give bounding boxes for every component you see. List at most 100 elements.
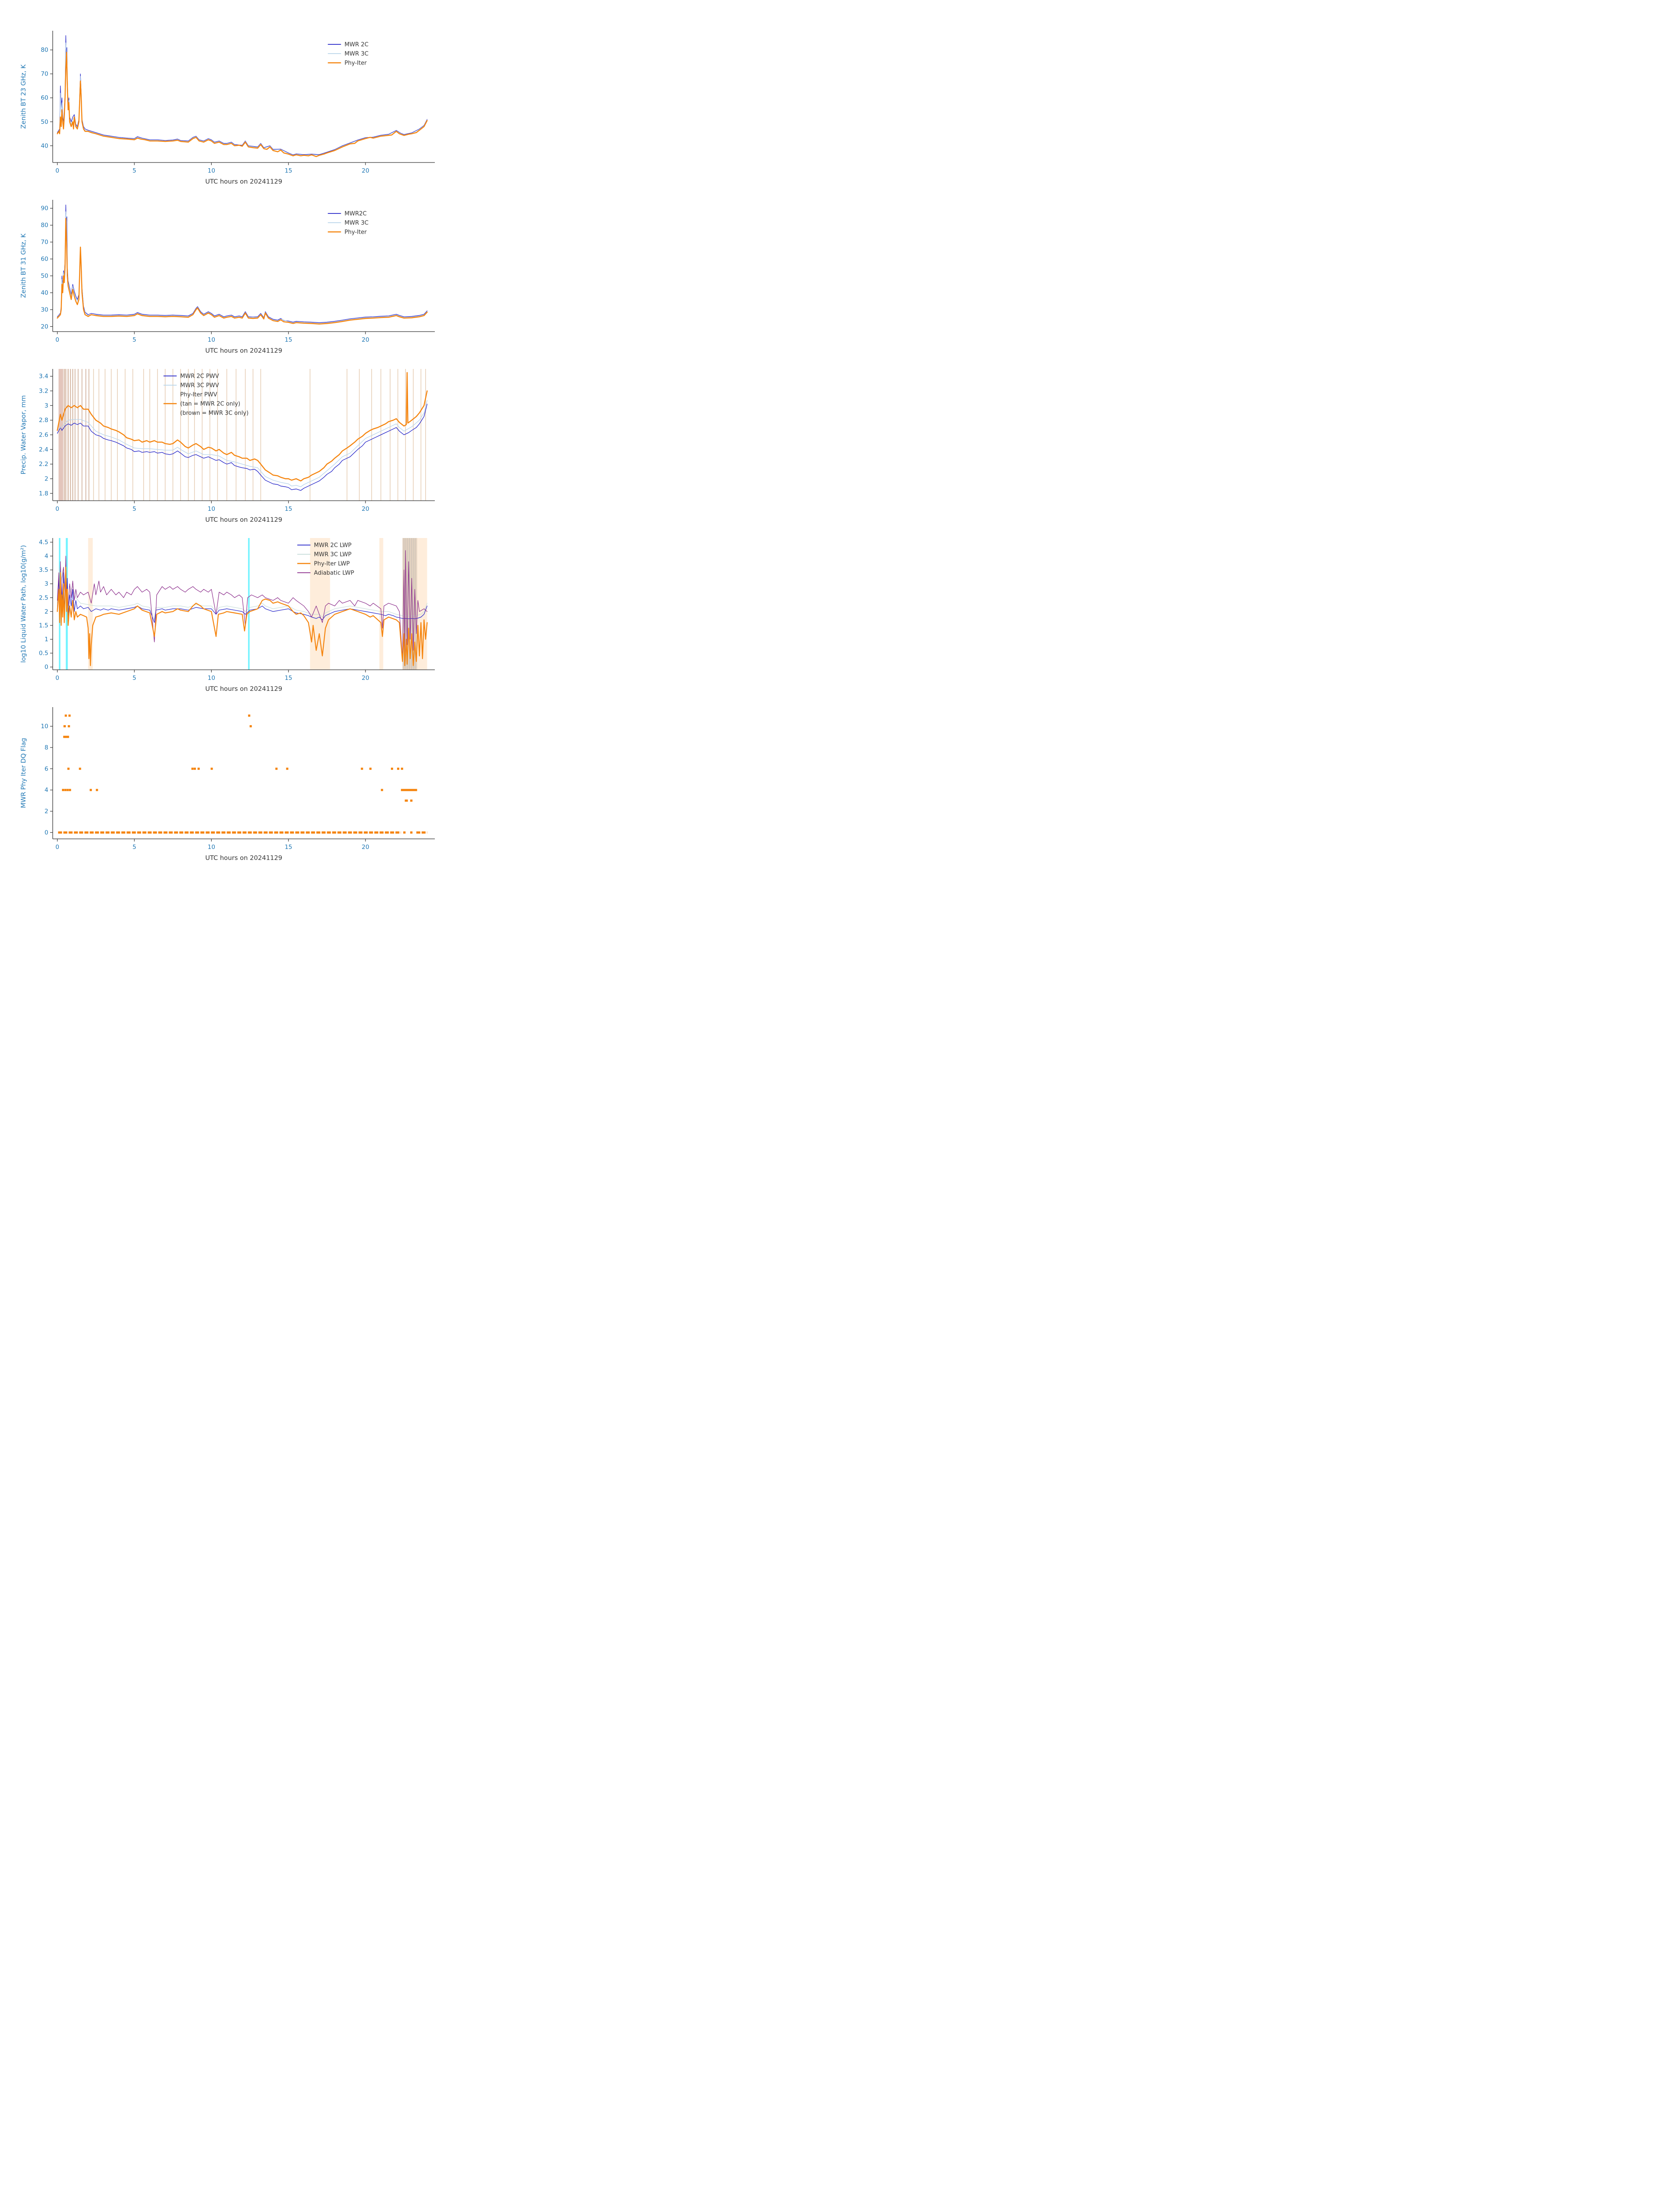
y-tick-label: 3 bbox=[44, 581, 48, 588]
vlines bbox=[64, 369, 426, 501]
band bbox=[248, 538, 250, 670]
axes: 0 5 10 15 20 1.8 2 2.2 2.4 2.6 2.8 3 3.2 3.4 bbox=[39, 369, 435, 513]
x-tick-label: 20 bbox=[362, 506, 369, 513]
y-tick-label: 1 bbox=[44, 636, 48, 643]
bands bbox=[58, 369, 63, 501]
x-tick-label: 5 bbox=[133, 506, 137, 513]
chart-liquid-water-path-svg: 0 5 10 15 20 0 0.5 1 1.5 2 2.5 3 3.5 4 4.5 UTC hours on… bbox=[20, 538, 435, 693]
y-tick-label: 60 bbox=[41, 256, 48, 263]
y-tick-label: 50 bbox=[41, 273, 48, 280]
x-axis-label: UTC hours on 20241129 bbox=[205, 347, 282, 354]
legend-label-brown-mwr-3c-only: (brown = MWR 3C only) bbox=[180, 410, 249, 417]
legend: MWR 2C PWV MWR 3C PWV Phy-Iter PWV (tan = M… bbox=[163, 373, 249, 417]
y-tick-label: 50 bbox=[41, 119, 48, 126]
y-tick-label: 3.5 bbox=[39, 567, 48, 574]
legend-label-mwr-2c-pwv: MWR 2C PWV bbox=[180, 373, 219, 380]
legend-label-mwr-3c: MWR 3C bbox=[344, 220, 369, 227]
x-tick-label: 20 bbox=[362, 675, 369, 682]
y-tick-label: 1.8 bbox=[39, 490, 48, 497]
series-mwr2c bbox=[57, 204, 428, 323]
y-tick-label: 3 bbox=[44, 402, 48, 409]
chart-zenith-bt31: 0 5 10 15 20 20 30 40 50 60 70 80 90 UTC hours on 202… bbox=[0, 189, 560, 358]
x-tick-label: 15 bbox=[285, 167, 292, 174]
y-tick-label: 80 bbox=[41, 222, 48, 229]
band bbox=[379, 538, 383, 670]
y-tick-label: 0.5 bbox=[39, 650, 48, 657]
series-mwr-2c-lwp bbox=[57, 561, 428, 623]
x-axis-label: UTC hours on 20241129 bbox=[205, 516, 282, 524]
x-axis-label: UTC hours on 20241129 bbox=[205, 855, 282, 862]
chart-liquid-water-path: 0 5 10 15 20 0 0.5 1 1.5 2 2.5 3 3.5 4 4.5 UTC hours on… bbox=[0, 527, 560, 696]
legend-label-phy-iter: Phy-Iter bbox=[344, 229, 367, 236]
y-tick-label: 0 bbox=[44, 829, 48, 836]
chart-precip-water-vapor-svg: 0 5 10 15 20 1.8 2 2.2 2.4 2.6 2.8 3 3.2 3.4 UTC hours… bbox=[20, 369, 435, 524]
legend-label-tan-mwr-2c-only: (tan = MWR 2C only) bbox=[180, 401, 240, 408]
x-tick-label: 10 bbox=[208, 844, 215, 851]
y-tick-label: 2 bbox=[44, 476, 48, 483]
x-tick-label: 0 bbox=[55, 675, 59, 682]
y-tick-label: 2 bbox=[44, 808, 48, 815]
x-tick-label: 0 bbox=[55, 506, 59, 513]
chart-zenith-bt31-svg: 0 5 10 15 20 20 30 40 50 60 70 80 90 UTC hours on 202… bbox=[20, 200, 435, 354]
x-tick-label: 10 bbox=[208, 675, 215, 682]
y-tick-label: 60 bbox=[41, 94, 48, 101]
y-tick-label: 40 bbox=[41, 142, 48, 149]
y-tick-label: 4.5 bbox=[39, 539, 48, 546]
chart-zenith-bt23-svg: 0 5 10 15 20 40 50 60 70 80 UTC hours on 20241129 Z… bbox=[20, 31, 435, 185]
legend-label-mwr-3c-pwv: MWR 3C PWV bbox=[180, 383, 219, 389]
x-axis-label: UTC hours on 20241129 bbox=[205, 178, 282, 185]
x-tick-label: 15 bbox=[285, 336, 292, 343]
x-tick-label: 5 bbox=[133, 336, 137, 343]
legend-label-mwr2c: MWR2C bbox=[344, 211, 366, 217]
x-tick-label: 10 bbox=[208, 336, 215, 343]
y-axis-label: log10 Liquid Water Path, log10(g/m²) bbox=[20, 545, 27, 663]
y-axis-label: MWR Phy Iter DQ Flag bbox=[20, 738, 27, 808]
band bbox=[58, 369, 63, 501]
axes: 0 5 10 15 20 20 30 40 50 60 70 80 90 bbox=[41, 200, 435, 343]
axes: 0 5 10 15 20 40 50 60 70 80 bbox=[41, 31, 435, 174]
y-tick-label: 2.2 bbox=[39, 461, 48, 468]
x-tick-label: 15 bbox=[285, 506, 292, 513]
series-mwr-2c-pwv bbox=[57, 404, 428, 491]
y-tick-label: 30 bbox=[41, 307, 48, 314]
chart-dq-flag: 0 5 10 15 20 0 2 4 6 8 10 UTC hours on 20241129 MWR … bbox=[0, 696, 560, 865]
y-tick-label: 3.2 bbox=[39, 388, 48, 395]
series-phy-iter-lwp bbox=[57, 567, 428, 666]
y-tick-label: 4 bbox=[44, 787, 48, 794]
y-tick-label: 2.8 bbox=[39, 417, 48, 424]
y-tick-label: 1.5 bbox=[39, 622, 48, 629]
band bbox=[88, 538, 93, 670]
y-axis-label: Zenith BT 23 GHz, K bbox=[20, 64, 27, 129]
y-tick-label: 20 bbox=[41, 323, 48, 330]
x-tick-label: 0 bbox=[55, 167, 59, 174]
legend-label-phy-iter: Phy-Iter bbox=[344, 60, 367, 67]
series-mwr-3c-lwp bbox=[57, 558, 428, 620]
x-tick-label: 5 bbox=[133, 675, 137, 682]
x-tick-label: 10 bbox=[208, 506, 215, 513]
y-tick-label: 6 bbox=[44, 766, 48, 773]
y-tick-label: 3.4 bbox=[39, 373, 48, 380]
legend-label-mwr-2c: MWR 2C bbox=[344, 42, 369, 48]
series-mwr-3c bbox=[57, 42, 428, 156]
y-tick-label: 40 bbox=[41, 289, 48, 296]
legend: MWR 2C LWP MWR 3C LWP Phy-Iter LWP Adiabati… bbox=[297, 542, 354, 577]
y-tick-label: 2.5 bbox=[39, 594, 48, 601]
y-tick-label: 4 bbox=[44, 553, 48, 560]
x-tick-label: 5 bbox=[133, 844, 137, 851]
chart-dq-flag-svg: 0 5 10 15 20 0 2 4 6 8 10 UTC hours on 20241129 MWR … bbox=[20, 707, 435, 862]
chart-precip-water-vapor: 0 5 10 15 20 1.8 2 2.2 2.4 2.6 2.8 3 3.2 3.4 UTC hours… bbox=[0, 358, 560, 527]
y-axis-label: Zenith BT 31 GHz, K bbox=[20, 233, 27, 298]
series-phy-iter bbox=[57, 51, 428, 157]
series-mwr-3c-pwv bbox=[57, 400, 428, 487]
x-axis-label: UTC hours on 20241129 bbox=[205, 686, 282, 693]
series-phy-iter bbox=[57, 218, 428, 325]
series-mwr-3c bbox=[57, 211, 428, 324]
y-tick-label: 2 bbox=[44, 608, 48, 615]
x-tick-label: 10 bbox=[208, 167, 215, 174]
y-tick-label: 80 bbox=[41, 47, 48, 54]
x-tick-label: 20 bbox=[362, 844, 369, 851]
x-tick-label: 0 bbox=[55, 844, 59, 851]
legend: MWR 2C MWR 3C Phy-Iter bbox=[328, 42, 369, 67]
chart-zenith-bt23: 0 5 10 15 20 40 50 60 70 80 UTC hours on 20241129 Z… bbox=[0, 20, 560, 189]
x-tick-label: 5 bbox=[133, 167, 137, 174]
